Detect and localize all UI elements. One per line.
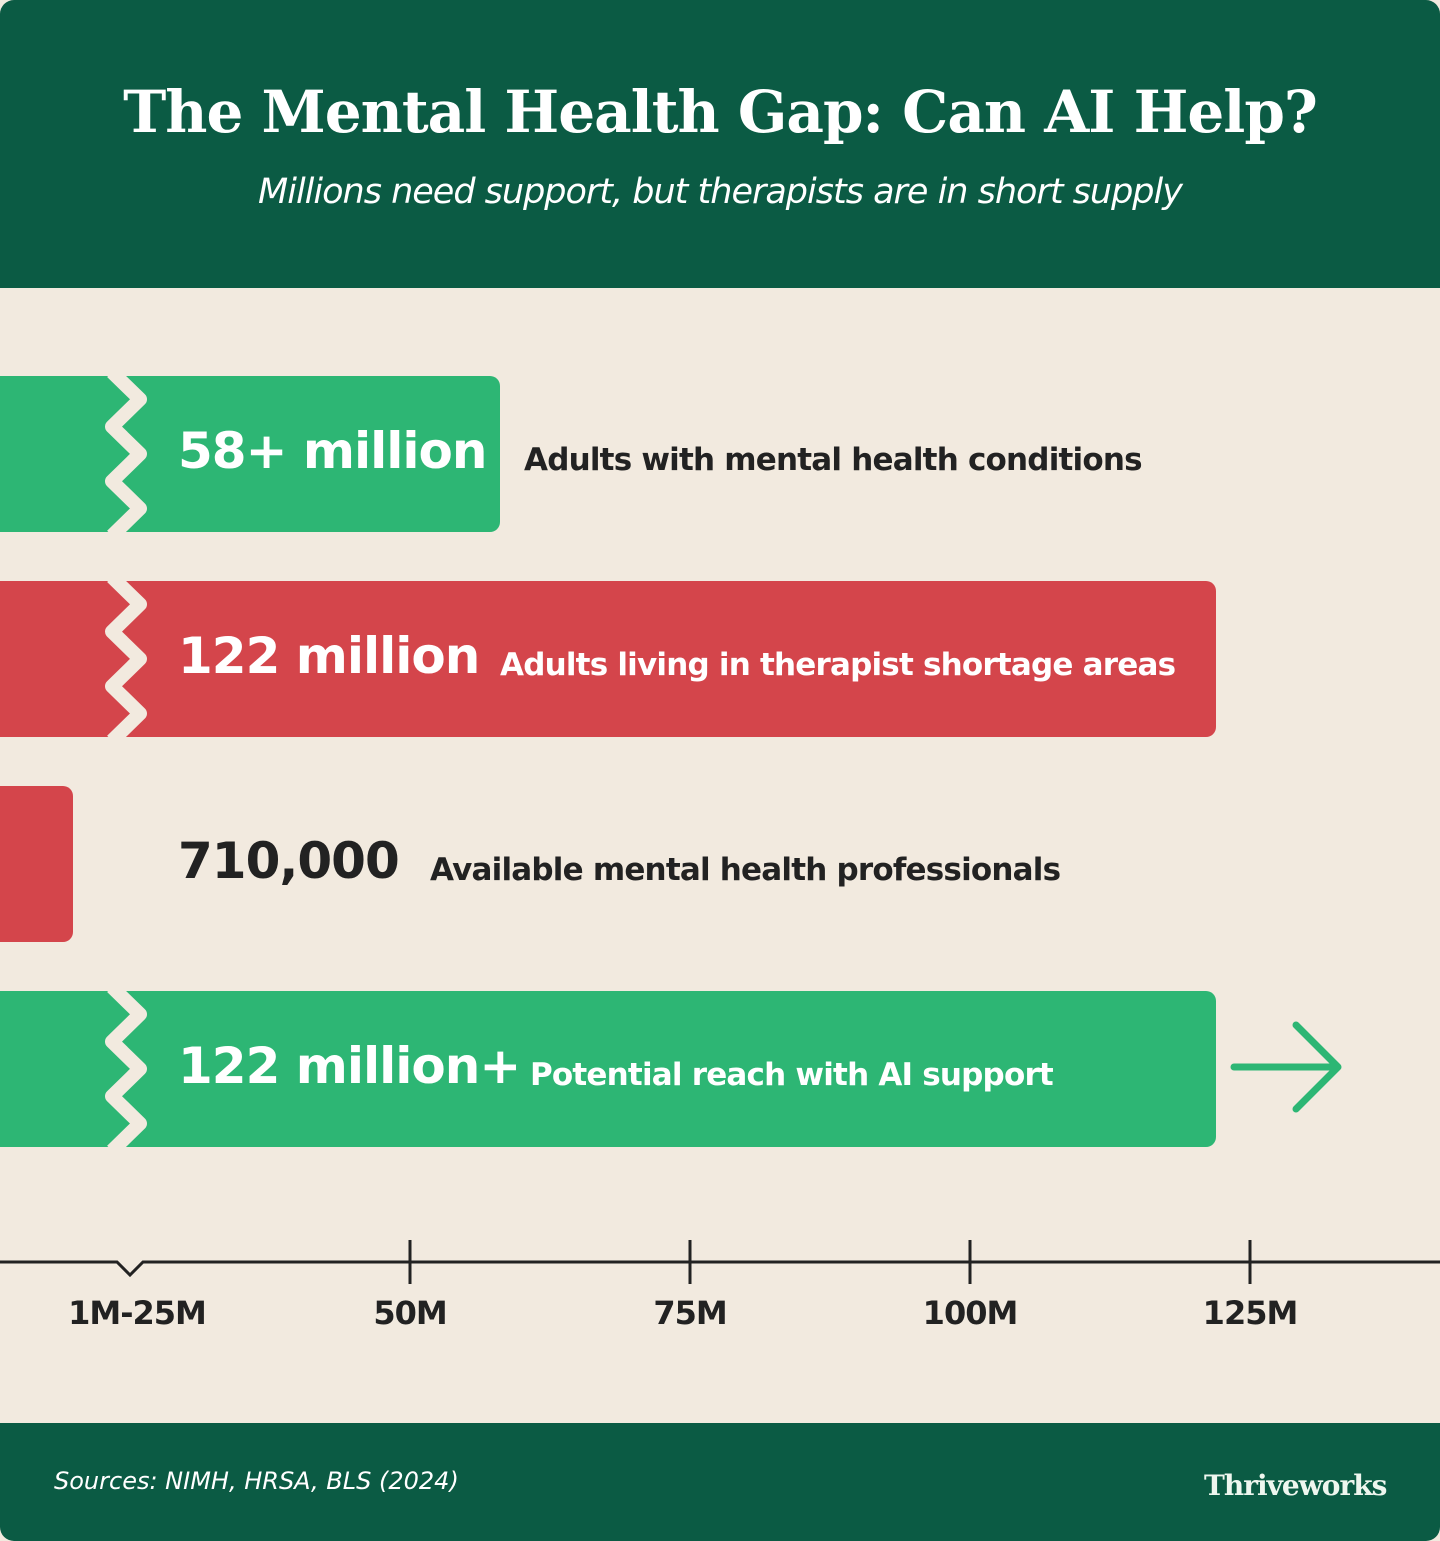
bar bbox=[0, 376, 500, 532]
bar bbox=[0, 991, 1217, 1147]
bar-description-label: Adults with mental health conditions bbox=[524, 442, 1143, 478]
axis-break-zigzag bbox=[105, 571, 147, 746]
header: The Mental Health Gap: Can AI Help? Mill… bbox=[0, 0, 1440, 288]
sources-text: Sources: NIMH, HRSA, BLS (2024) bbox=[54, 1467, 459, 1495]
page-subtitle: Millions need support, but therapists ar… bbox=[258, 172, 1183, 212]
x-tick-label: 100M bbox=[922, 1294, 1019, 1332]
x-tick-label: 1M-25M bbox=[68, 1294, 207, 1332]
bar-value-label: 710,000 bbox=[178, 832, 400, 890]
right-arrow-icon bbox=[1230, 1021, 1342, 1113]
bar-value-label: 122 million+ bbox=[178, 1037, 521, 1095]
x-tick-label: 75M bbox=[653, 1294, 727, 1332]
bar-description-label: Available mental health professionals bbox=[430, 852, 1061, 888]
bar bbox=[0, 786, 73, 942]
x-tick-label: 125M bbox=[1202, 1294, 1299, 1332]
bar bbox=[0, 581, 1217, 737]
x-axis-line bbox=[0, 1260, 1440, 1278]
axis-break-zigzag bbox=[105, 981, 147, 1156]
bar-description-label: Potential reach with AI support bbox=[530, 1057, 1054, 1093]
bar-value-label: 122 million bbox=[178, 627, 480, 685]
thriveworks-logo: Thriveworks bbox=[1204, 1469, 1387, 1502]
axis-break-zigzag bbox=[105, 366, 147, 541]
bar-value-label: 58+ million bbox=[178, 422, 487, 480]
footer: Sources: NIMH, HRSA, BLS (2024) Thrivewo… bbox=[0, 1423, 1440, 1541]
x-tick-label: 50M bbox=[373, 1294, 447, 1332]
bar-description-label: Adults living in therapist shortage area… bbox=[500, 647, 1176, 683]
page-title: The Mental Health Gap: Can AI Help? bbox=[123, 78, 1318, 146]
